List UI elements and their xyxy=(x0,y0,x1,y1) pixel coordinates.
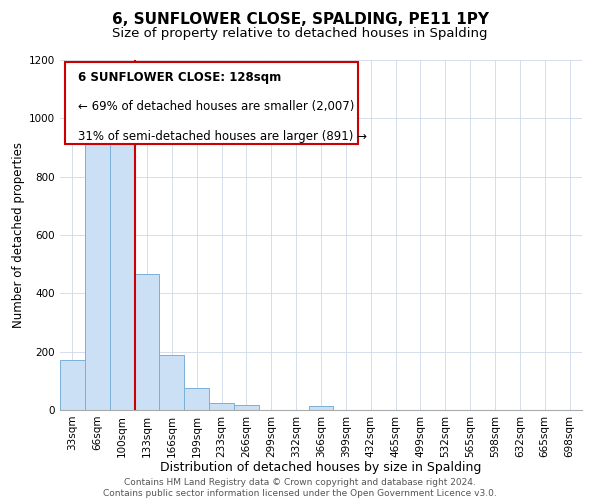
FancyBboxPatch shape xyxy=(65,62,358,144)
Y-axis label: Number of detached properties: Number of detached properties xyxy=(12,142,25,328)
X-axis label: Distribution of detached houses by size in Spalding: Distribution of detached houses by size … xyxy=(160,461,482,474)
Bar xyxy=(85,128,110,410)
Bar xyxy=(209,402,234,410)
Text: Size of property relative to detached houses in Spalding: Size of property relative to detached ho… xyxy=(112,28,488,40)
Text: 6 SUNFLOWER CLOSE: 128sqm: 6 SUNFLOWER CLOSE: 128sqm xyxy=(78,70,281,84)
Text: ← 69% of detached houses are smaller (2,007): ← 69% of detached houses are smaller (2,… xyxy=(78,100,355,114)
Text: 6, SUNFLOWER CLOSE, SPALDING, PE11 1PY: 6, SUNFLOWER CLOSE, SPALDING, PE11 1PY xyxy=(112,12,488,28)
Bar xyxy=(184,388,209,410)
Bar xyxy=(110,118,134,410)
Bar xyxy=(60,360,85,410)
Bar xyxy=(160,356,184,410)
Bar xyxy=(308,406,334,410)
Text: 31% of semi-detached houses are larger (891) →: 31% of semi-detached houses are larger (… xyxy=(78,130,367,143)
Text: Contains HM Land Registry data © Crown copyright and database right 2024.
Contai: Contains HM Land Registry data © Crown c… xyxy=(103,478,497,498)
Bar xyxy=(234,405,259,410)
Bar xyxy=(134,274,160,410)
